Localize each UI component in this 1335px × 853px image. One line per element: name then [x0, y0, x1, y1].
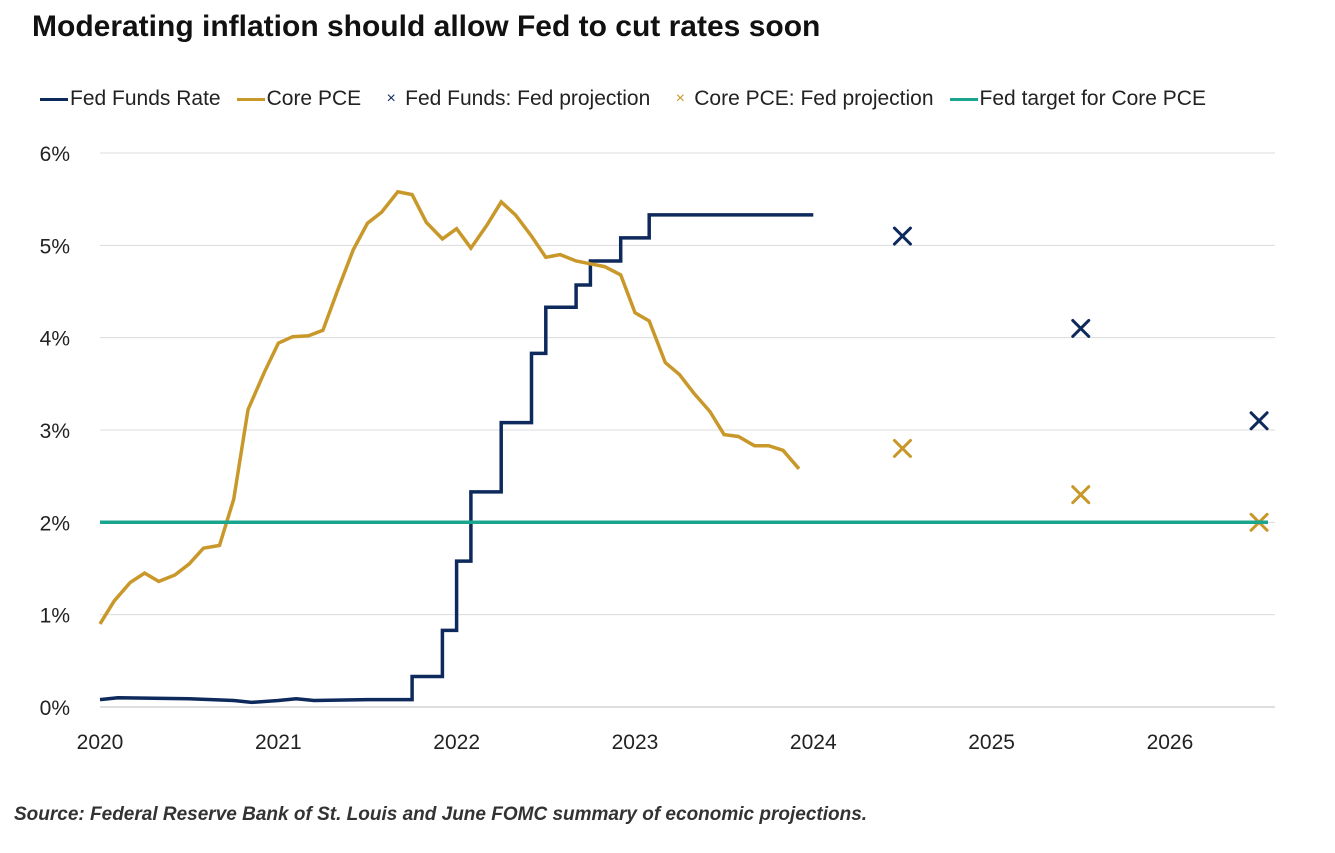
x-tick-label: 2025 [968, 731, 1015, 754]
legend-item-fed-funds-projection: × Fed Funds: Fed projection [377, 87, 650, 111]
x-tick-label: 2021 [255, 731, 302, 754]
legend-item-core-pce-projection: × Core PCE: Fed projection [666, 87, 934, 111]
legend-x-marker-icon: × [386, 90, 396, 107]
y-tick-label: 6% [40, 143, 70, 166]
legend-swatch-fed-funds-rate [40, 97, 68, 101]
y-tick-label: 3% [40, 420, 70, 443]
projection-point-fed-funds-fed-projection [1249, 411, 1269, 431]
legend-item-core-pce: Core PCE [236, 87, 362, 111]
y-tick-label: 4% [40, 328, 70, 351]
legend-label-fed-target: Fed target for Core PCE [979, 87, 1206, 110]
x-tick-label: 2026 [1147, 731, 1194, 754]
x-tick-label: 2022 [433, 731, 480, 754]
series-line-fed-funds-rate [99, 213, 814, 705]
y-tick-label: 2% [40, 512, 70, 535]
legend-label-core-pce-projection: Core PCE: Fed projection [694, 87, 934, 110]
y-tick-label: 1% [40, 605, 70, 628]
legend-item-fed-funds-rate: Fed Funds Rate [40, 87, 221, 111]
series-line-core-pce [98, 189, 801, 625]
x-tick-label: 2020 [77, 731, 124, 754]
source-note: Source: Federal Reserve Bank of St. Loui… [14, 804, 868, 825]
chart-legend: Fed Funds Rate Core PCE × Fed Funds: Fed… [40, 84, 1222, 114]
legend-x-marker-icon: × [675, 90, 685, 107]
legend-swatch-fed-target [949, 97, 978, 101]
legend-swatch-core-pce [236, 97, 265, 101]
projection-point-core-pce-fed-projection [1071, 485, 1091, 505]
x-tick-label: 2024 [790, 731, 837, 754]
x-tick-label: 2023 [612, 731, 659, 754]
projection-point-fed-funds-fed-projection [892, 226, 912, 246]
projection-point-fed-funds-fed-projection [1071, 318, 1091, 338]
y-tick-label: 5% [40, 235, 70, 258]
chart-title: Moderating inflation should allow Fed to… [32, 10, 821, 43]
legend-item-fed-target: Fed target for Core PCE [949, 87, 1206, 111]
projection-point-core-pce-fed-projection [892, 438, 912, 458]
legend-label-core-pce: Core PCE [266, 87, 362, 110]
y-tick-label: 0% [40, 697, 70, 720]
legend-label-fed-funds-rate: Fed Funds Rate [70, 87, 221, 110]
legend-label-fed-funds-projection: Fed Funds: Fed projection [405, 87, 651, 110]
